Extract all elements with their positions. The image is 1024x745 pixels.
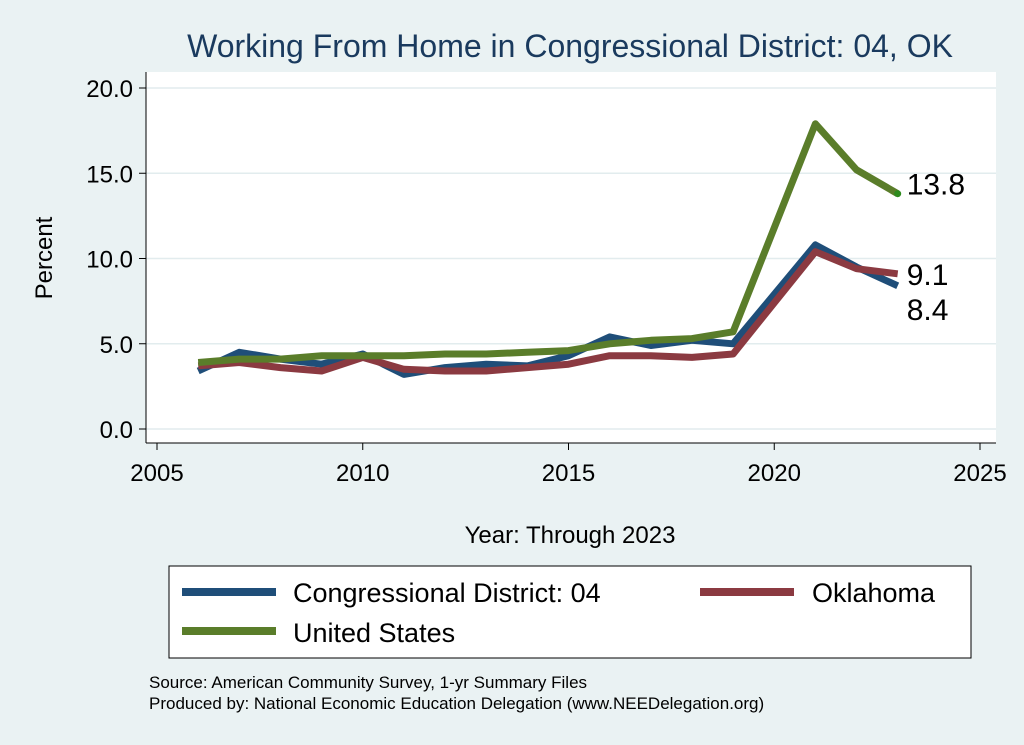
y-tick-label: 5.0 xyxy=(100,332,133,359)
x-tick-label: 2020 xyxy=(748,460,801,487)
y-tick-label: 15.0 xyxy=(86,161,133,188)
source-note: Source: American Community Survey, 1-yr … xyxy=(149,673,587,692)
chart-title: Working From Home in Congressional Distr… xyxy=(187,28,953,64)
end-label-oklahoma: 9.1 xyxy=(907,259,949,292)
y-tick-label: 0.0 xyxy=(100,417,133,444)
x-axis-label: Year: Through 2023 xyxy=(465,522,676,549)
legend xyxy=(168,565,972,659)
y-ticks: 0.0 5.0 10.0 15.0 20.0 xyxy=(86,76,146,444)
y-axis-label: Percent xyxy=(31,216,58,299)
legend-label-district: Congressional District: 04 xyxy=(293,578,601,608)
x-ticks: 2005 2010 2015 2020 2025 xyxy=(130,443,1007,487)
series-group xyxy=(196,120,902,378)
end-point-united-states xyxy=(894,190,902,198)
series-line-united-states xyxy=(197,120,900,366)
producer-note: Produced by: National Economic Education… xyxy=(149,694,764,713)
x-tick-label: 2010 xyxy=(336,460,389,487)
legend-label-united-states: United States xyxy=(293,618,455,648)
plot-area xyxy=(146,72,996,443)
legend-label-oklahoma: Oklahoma xyxy=(812,578,936,608)
y-tick-label: 10.0 xyxy=(86,247,133,274)
end-label-united-states: 13.8 xyxy=(907,169,965,202)
grid xyxy=(146,87,996,430)
end-labels: 8.49.1 13.8 xyxy=(907,169,965,327)
x-tick-label: 2025 xyxy=(953,460,1006,487)
x-tick-label: 2015 xyxy=(542,460,595,487)
x-tick-label: 2005 xyxy=(130,460,183,487)
end-label-district: 8.4 xyxy=(907,294,949,327)
series-line-oklahoma xyxy=(197,248,899,375)
y-tick-label: 20.0 xyxy=(86,76,133,103)
